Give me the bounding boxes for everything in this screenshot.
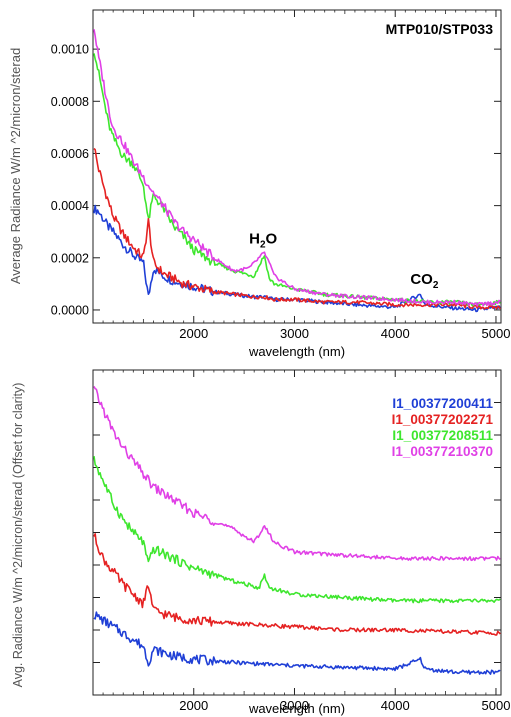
top-chart: 2000 3000 4000 5000 0.0000 0.0002 0.0004 0.0006… [8, 9, 511, 359]
series-line-I1_00377200411 [93, 611, 501, 675]
x-tick-label: 3000 [280, 326, 309, 341]
x-tick-label: 2000 [179, 698, 208, 713]
y-tick-label: 0.0008 [51, 95, 89, 109]
bottom-plot-frame [92, 369, 502, 696]
series-line-I1_00377210370 [93, 29, 501, 307]
x-tick-label: 5000 [482, 326, 511, 341]
legend-entry: I1_00377200411 [392, 396, 493, 411]
top-annotations: H2O CO2 [249, 230, 439, 290]
bottom-series [93, 386, 501, 675]
series-line-I1_00377202271 [93, 533, 501, 636]
y-tick-label: 0.0000 [51, 303, 89, 317]
series-line-I1_00377210370 [93, 386, 501, 562]
y-tick-label: 0.0004 [51, 199, 89, 213]
bottom-x-axis-label: wavelength (nm) [248, 701, 345, 716]
top-x-axis-label: wavelength (nm) [248, 344, 345, 359]
annotation-label: CO2 [410, 271, 439, 291]
x-tick-label: 4000 [381, 698, 410, 713]
x-tick-label: 4000 [381, 326, 410, 341]
top-ticks: 2000 3000 4000 5000 0.0000 0.0002 0.0004 0.0006… [51, 10, 511, 341]
x-tick-label: 3000 [280, 698, 309, 713]
y-tick-label: 0.0010 [51, 43, 89, 57]
annotation-label: H2O [249, 230, 277, 250]
bottom-legend: I1_00377200411I1_00377202271I1_003772085… [392, 396, 494, 459]
legend-entry: I1_00377202271 [392, 412, 494, 427]
x-tick-label: 5000 [482, 698, 511, 713]
bottom-chart: 2000 3000 4000 5000 wavelength (nm) Avg. Ra… [11, 369, 511, 716]
top-plot-frame [92, 9, 502, 324]
y-tick-label: 0.0006 [51, 147, 89, 161]
y-tick-label: 0.0002 [51, 251, 89, 265]
legend-entry: I1_00377208511 [392, 428, 493, 443]
top-chart-title: MTP010/STP033 [386, 21, 494, 37]
series-line-I1_00377208511 [93, 455, 501, 604]
top-series [93, 29, 501, 313]
bottom-y-axis-label: Avg. Radiance W/m ^2/micron/sterad (Offs… [11, 383, 25, 688]
x-tick-label: 2000 [179, 326, 208, 341]
top-y-axis-label: Average Radiance W/m ^2/micron/sterad [8, 48, 23, 284]
legend-entry: I1_00377210370 [392, 444, 493, 459]
series-line-I1_00377202271 [93, 147, 501, 310]
